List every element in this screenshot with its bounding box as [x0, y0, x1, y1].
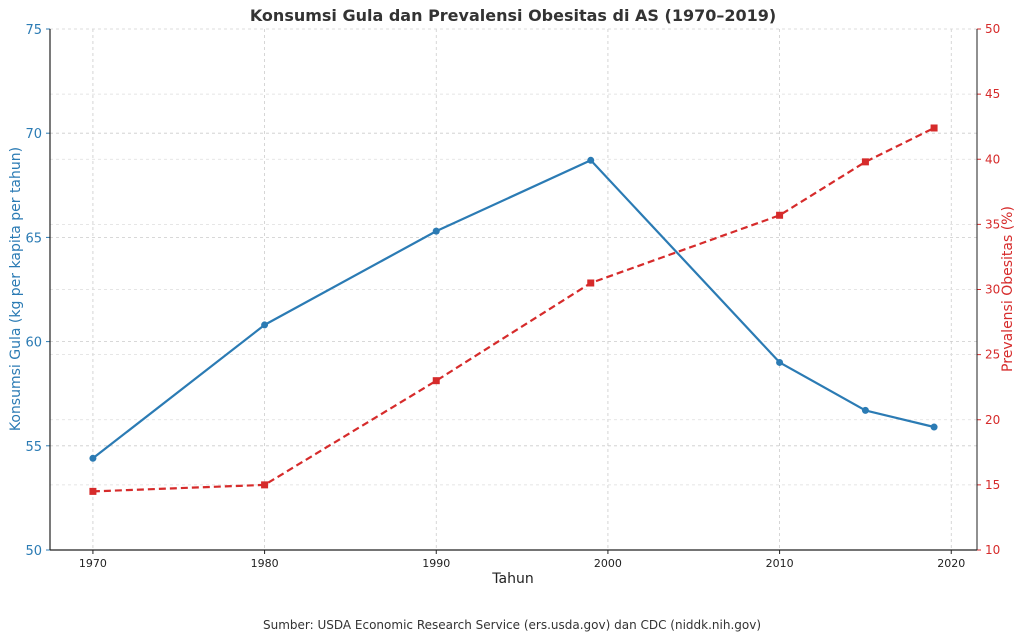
- obesity-prevalence-point: [432, 377, 440, 385]
- x-axis-label: Tahun: [491, 571, 533, 587]
- sugar-consumption-point: [930, 423, 938, 431]
- left-y-tick-label: 50: [25, 544, 42, 559]
- obesity-prevalence-point: [587, 279, 595, 287]
- obesity-prevalence-point: [930, 124, 938, 132]
- x-tick-label: 1990: [422, 557, 450, 570]
- sugar-consumption-point: [861, 406, 869, 414]
- x-tick-label: 2010: [766, 557, 794, 570]
- right-y-tick-label: 35: [985, 217, 1000, 231]
- left-y-tick-label: 65: [25, 231, 42, 246]
- sugar-consumption-line: [92, 159, 935, 460]
- left-y-tick-label: 75: [25, 23, 42, 38]
- chart-title: Konsumsi Gula dan Prevalensi Obesitas di…: [250, 6, 776, 25]
- right-y-tick-label: 20: [985, 413, 1000, 427]
- x-tick-label: 2020: [937, 557, 965, 570]
- grid: [50, 28, 977, 551]
- right-y-axis-label: Prevalensi Obesitas (%): [1000, 206, 1016, 372]
- obesity-prevalence-point: [861, 158, 869, 166]
- right-y-tick-label: 25: [985, 348, 1000, 362]
- axes: 1970 1980 1990 2000 2010 2020 50 55 60 65 70 75 10 15…: [25, 22, 1000, 570]
- right-y-tick-label: 50: [985, 22, 1000, 36]
- right-y-tick-label: 45: [985, 87, 1000, 101]
- left-y-tick-label: 70: [25, 127, 42, 142]
- left-y-axis-label: Konsumsi Gula (kg per kapita per tahun): [8, 147, 24, 431]
- sugar-consumption-point: [587, 156, 595, 164]
- sugar-consumption-point: [89, 454, 97, 462]
- right-y-tick-label: 40: [985, 152, 1000, 166]
- obesity-prevalence-line: [92, 127, 935, 493]
- left-y-tick-label: 60: [25, 336, 42, 351]
- obesity-prevalence-point: [261, 481, 269, 489]
- x-tick-label: 1970: [79, 557, 107, 570]
- obesity-prevalence-point: [89, 487, 97, 495]
- left-y-tick-label: 55: [25, 440, 42, 455]
- sugar-consumption-point: [776, 358, 784, 366]
- right-y-tick-label: 30: [985, 283, 1000, 297]
- right-y-tick-label: 15: [985, 478, 1000, 492]
- x-tick-label: 1980: [251, 557, 279, 570]
- sugar-consumption-point: [261, 321, 269, 329]
- x-tick-label: 2000: [594, 557, 622, 570]
- obesity-prevalence-point: [776, 211, 784, 219]
- source-note: Sumber: USDA Economic Research Service (…: [263, 618, 761, 632]
- right-y-tick-label: 10: [985, 543, 1000, 557]
- series-layer: [89, 124, 938, 495]
- sugar-consumption-point: [432, 227, 440, 235]
